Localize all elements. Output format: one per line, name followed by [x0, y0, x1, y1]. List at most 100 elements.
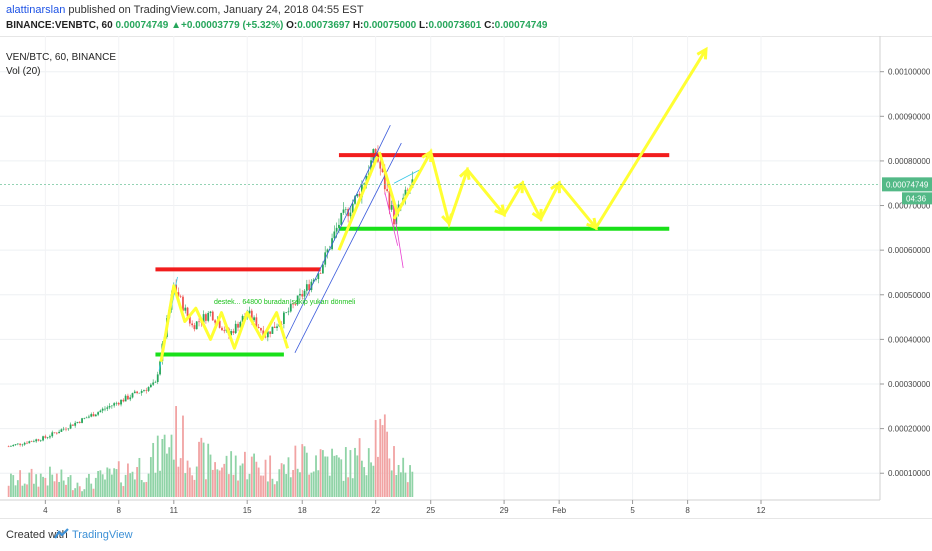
candle-body — [115, 402, 118, 404]
time-tick-label: 5 — [630, 506, 635, 515]
volume-bar — [319, 449, 322, 497]
candle-body — [211, 311, 214, 321]
volume-bar — [133, 479, 136, 497]
tradingview-link[interactable]: TradingView — [72, 529, 133, 541]
chart-area[interactable]: 0.00010000 0.00020000 0.00030000 0.00040000… — [0, 36, 932, 518]
trendline — [384, 192, 399, 246]
volume-bar — [221, 467, 223, 497]
candle-body — [321, 264, 324, 274]
candle-body — [186, 307, 189, 317]
volume-bar — [200, 437, 203, 497]
price-tick-label: 0.00040000 — [888, 335, 931, 344]
volume-bar — [260, 475, 262, 497]
volume-bar — [159, 470, 161, 497]
price-chart[interactable]: 0.00010000 0.00020000 0.00030000 0.00040000… — [0, 36, 932, 518]
candle-body — [241, 315, 244, 322]
volume-bar — [143, 482, 145, 497]
candle-body — [69, 424, 72, 429]
last-price: 0.00074749 — [115, 20, 169, 31]
quote-line: BINANCE:VENBTC, 60 0.00074749 ▲+0.000037… — [6, 20, 548, 31]
author-link[interactable]: alattinarslan — [6, 4, 66, 16]
volume-bar — [381, 425, 384, 497]
projection-arrowhead — [441, 213, 453, 227]
candle-body — [404, 189, 407, 198]
candle-body — [39, 440, 42, 442]
volume-bar — [372, 465, 375, 497]
candle-body — [28, 441, 31, 444]
candle-body — [37, 439, 40, 441]
candle-body — [60, 429, 63, 432]
chart-header: alattinarslan published on TradingView.c… — [0, 0, 932, 37]
volume-bar — [315, 455, 317, 497]
volume-bar — [195, 466, 198, 497]
candle-body — [90, 414, 93, 417]
countdown-tag-label: 04:36 — [906, 194, 927, 203]
volume-bar — [409, 465, 411, 497]
candle-body — [370, 160, 372, 174]
candle-body — [7, 446, 10, 448]
volume-bar — [287, 457, 290, 497]
volume-bar — [237, 480, 239, 497]
candle-body — [147, 387, 150, 391]
volume-bar — [110, 474, 113, 497]
up-arrow-icon: ▲ — [171, 20, 181, 31]
candle-body — [21, 444, 24, 446]
candle-body — [303, 290, 306, 297]
volume-bar — [255, 461, 258, 497]
projection-arrowhead — [550, 180, 561, 194]
projection-arrowhead — [531, 208, 543, 222]
volume-bar — [101, 474, 104, 497]
high-label: H: — [352, 20, 364, 31]
volume-bar — [46, 485, 49, 497]
volume-bar — [312, 471, 315, 497]
price-tick-label: 0.00080000 — [888, 157, 931, 166]
volume-bar — [12, 475, 15, 497]
volume-bar — [108, 468, 111, 497]
volume-bar — [129, 473, 132, 497]
candle-body — [26, 442, 28, 444]
volume-bar — [140, 479, 143, 497]
volume-bar — [65, 484, 67, 497]
candle-body — [289, 303, 292, 312]
candle-body — [262, 330, 265, 337]
candle-body — [110, 405, 113, 407]
projection-arrowhead — [421, 149, 433, 162]
candle-body — [374, 149, 377, 154]
candle-body — [335, 227, 338, 232]
volume-bar — [360, 460, 363, 497]
candle-body — [232, 331, 235, 334]
candle-body — [379, 161, 382, 169]
candle-body — [205, 314, 207, 321]
volume-bar — [94, 477, 97, 497]
volume-bar — [383, 414, 386, 497]
candle-body — [122, 399, 125, 402]
time-tick-label: 12 — [757, 506, 766, 515]
candle-body — [312, 279, 315, 282]
volume-bar — [289, 477, 292, 497]
volume-bar — [411, 471, 414, 497]
volume-bar — [168, 447, 171, 497]
volume-bar — [163, 434, 166, 497]
annotation-text: destek... 64800 buradan sekip yukarı dön… — [214, 299, 356, 306]
candle-body — [143, 390, 145, 391]
volume-bar — [71, 490, 74, 497]
price-tick-label: 0.00010000 — [888, 469, 931, 478]
candle-body — [344, 208, 347, 210]
projection-arrowhead — [513, 180, 525, 194]
volume-bar — [177, 466, 180, 497]
candles — [7, 145, 414, 448]
volume-bar — [230, 451, 233, 497]
volume-bar — [232, 474, 235, 497]
volume-bar — [74, 488, 77, 497]
volume-bar — [179, 458, 182, 497]
volume-bar — [85, 477, 88, 497]
low-label: L: — [419, 20, 429, 31]
volume-bar — [184, 473, 187, 497]
volume-bar — [207, 443, 210, 497]
candle-body — [154, 381, 157, 383]
drawings — [0, 46, 880, 371]
candle-body — [124, 395, 127, 402]
candle-body — [285, 312, 288, 313]
candle-body — [113, 403, 116, 406]
price-tick-label: 0.00060000 — [888, 246, 931, 255]
